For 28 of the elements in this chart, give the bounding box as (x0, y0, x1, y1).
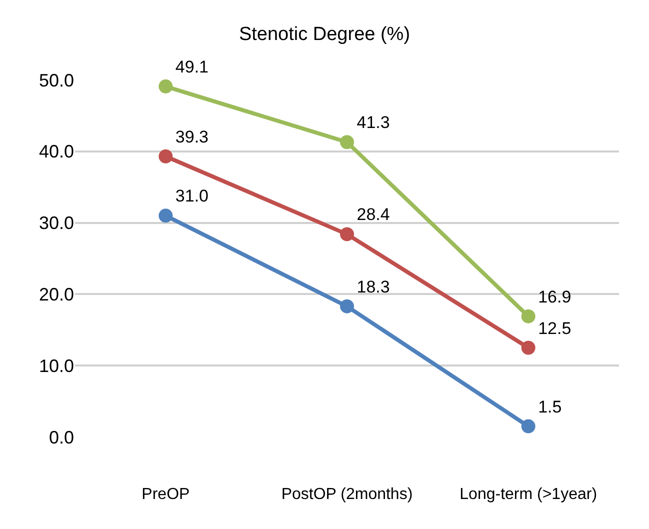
data-label: 18.3 (356, 277, 390, 296)
point (158, 79, 173, 94)
y-tick-label: 40.0 (38, 142, 74, 162)
point (158, 208, 173, 223)
x-tick-label: Long-term (>1year) (460, 486, 598, 503)
x-tick-label: PreOP (142, 486, 190, 503)
data-label: 39.3 (175, 127, 209, 146)
data-label: 16.9 (538, 287, 572, 306)
y-tick-label: 20.0 (38, 284, 74, 304)
point (521, 419, 536, 434)
y-tick-label: 0.0 (48, 427, 74, 448)
y-tick-label: 30.0 (38, 213, 74, 234)
data-label: 12.5 (538, 318, 572, 338)
data-label: 41.3 (356, 113, 390, 132)
data-label: 49.1 (175, 57, 209, 76)
point (340, 135, 354, 150)
data-label: 31.0 (175, 186, 209, 206)
point (521, 309, 536, 324)
chart-title: Stenotic Degree (%) (238, 24, 410, 45)
y-tick-label: 10.0 (38, 356, 74, 376)
point (340, 227, 354, 242)
data-label: 28.4 (356, 205, 390, 224)
point (521, 340, 536, 355)
point (340, 299, 354, 314)
x-tick-label: PostOP (2months) (281, 486, 413, 503)
y-tick-label: 50.0 (38, 70, 74, 90)
point (158, 149, 173, 164)
data-label: 1.5 (538, 397, 562, 416)
